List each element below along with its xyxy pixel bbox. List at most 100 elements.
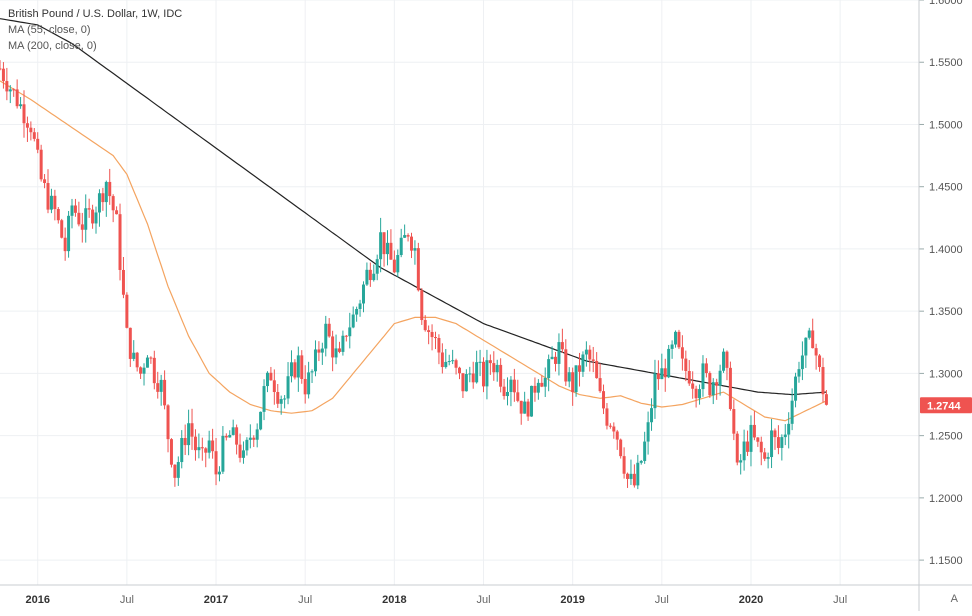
candle-body [320, 348, 324, 353]
candle-body [245, 439, 249, 451]
candle-body [365, 269, 369, 285]
auto-scale-button[interactable]: A [950, 593, 958, 605]
candle-body [104, 181, 108, 203]
candle-body [698, 389, 702, 399]
candle-body [29, 127, 33, 133]
candle-body [790, 400, 794, 424]
candle-body [351, 314, 355, 328]
candle-body [478, 361, 482, 363]
candle-body [337, 348, 341, 352]
candle-body [416, 248, 420, 291]
candle-body [5, 81, 9, 92]
y-tick-label: 1.6000 [929, 0, 963, 7]
candle-body [464, 374, 468, 392]
legend-ma200: MA (200, close, 0) [8, 40, 97, 52]
candle-body [776, 437, 780, 448]
x-tick-label: 2019 [560, 594, 584, 606]
candle-body [674, 331, 678, 345]
candle-body [533, 385, 537, 393]
candle-body [389, 242, 393, 260]
x-tick-label: Jul [120, 594, 134, 606]
candle-body [221, 435, 225, 472]
candle-body [176, 462, 180, 478]
candle-body [502, 386, 506, 397]
candle-body [49, 195, 53, 210]
candle-body [121, 269, 125, 295]
candle-body [735, 433, 739, 463]
candle-body [372, 273, 376, 281]
candle-body [643, 441, 647, 461]
candle-body [238, 444, 242, 458]
candle-body [646, 422, 650, 442]
candle-body [492, 363, 496, 373]
candle-body [180, 437, 184, 463]
candle-body [368, 269, 372, 281]
candle-body [375, 259, 379, 274]
candle-body [818, 355, 822, 368]
candle-body [84, 208, 88, 230]
candle-body [763, 452, 767, 459]
candle-body [454, 360, 458, 368]
candle-body [636, 462, 640, 486]
candle-body [591, 359, 595, 361]
candle-body [15, 89, 19, 107]
candle-body [32, 132, 36, 139]
candle-body [409, 236, 413, 251]
candle-body [615, 431, 619, 440]
candle-body [392, 259, 396, 273]
candle-body [458, 367, 461, 374]
candle-body [581, 354, 585, 372]
candle-body [608, 425, 612, 427]
candle-body [746, 441, 750, 452]
candle-body [344, 335, 348, 337]
candle-body [468, 373, 472, 375]
candle-body [451, 360, 455, 362]
candle-body [752, 424, 756, 438]
candle-body [423, 320, 427, 331]
candle-body [629, 473, 633, 479]
candle-body [169, 439, 173, 465]
candle-body [231, 427, 235, 435]
candle-body [101, 193, 105, 203]
y-tick-label: 1.1500 [929, 555, 963, 567]
x-tick-label: Jul [298, 594, 312, 606]
candle-body [39, 149, 43, 180]
candle-body [406, 235, 410, 237]
candle-body [797, 369, 801, 377]
candle-body [663, 368, 667, 378]
tick-labels: 1.6000 1.5500 1.5000 1.4500 1.4000 1.3500 1.30… [25, 0, 962, 606]
candle-body [190, 423, 194, 437]
candle-body [420, 290, 424, 321]
candle-body [554, 356, 558, 364]
candle-body [814, 348, 818, 356]
candle-body [536, 382, 540, 393]
candle-body [488, 360, 492, 364]
candle-body [317, 349, 321, 353]
candle-body [70, 205, 74, 216]
candle-body [128, 327, 132, 359]
candle-body [530, 385, 534, 417]
candle-body [235, 427, 239, 445]
candle-body [687, 371, 691, 384]
candle-body [550, 356, 554, 360]
candle-body [399, 237, 403, 256]
x-tick-label: 2016 [25, 594, 49, 606]
candle-body [149, 357, 153, 359]
candle-body [22, 104, 26, 124]
candle-body [324, 323, 328, 349]
candle-body [132, 352, 136, 359]
candle-body [653, 373, 657, 409]
candle-body [166, 405, 170, 440]
candle-body [680, 347, 684, 359]
candle-body [584, 349, 588, 355]
candle-body [639, 460, 643, 463]
candle-body [152, 357, 156, 384]
candle-body [142, 367, 146, 374]
candle-body [650, 408, 654, 423]
candle-body [512, 379, 516, 393]
candle-body [207, 440, 211, 453]
candle-body [766, 457, 770, 459]
candles [0, 60, 828, 490]
